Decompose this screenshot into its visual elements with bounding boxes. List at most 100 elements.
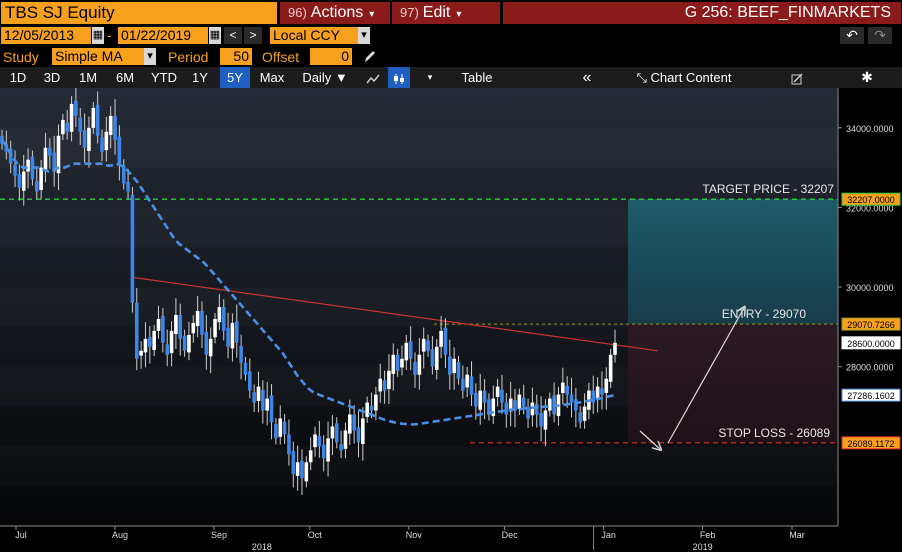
- period-button-3d[interactable]: 3D: [43, 70, 61, 85]
- candle-body: [500, 389, 504, 403]
- start-date-field[interactable]: 12/05/2013: [1, 27, 91, 44]
- candle-body: [126, 181, 130, 192]
- redo-button[interactable]: ↷: [868, 27, 892, 44]
- candle: [374, 386, 378, 421]
- price-chart[interactable]: TARGET PRICE - 32207 ENTRY - 29070 STOP LO…: [0, 85, 902, 552]
- next-range-button[interactable]: >: [244, 27, 262, 44]
- candle: [608, 348, 613, 388]
- candle: [21, 154, 26, 206]
- candle-body: [82, 130, 87, 148]
- undo-button[interactable]: ↶: [840, 27, 864, 44]
- candle-body: [478, 390, 483, 410]
- candle: [382, 370, 387, 404]
- title-row: TBS SJ Equity 96) Actions ▾ 97) Edit ▾ G 256…: [0, 0, 902, 26]
- candle-body: [443, 327, 448, 355]
- candle: [8, 140, 13, 174]
- period-button-max[interactable]: Max: [259, 70, 285, 85]
- pencil-icon[interactable]: [362, 48, 378, 65]
- candle-body: [343, 430, 348, 449]
- candle-body: [130, 194, 135, 304]
- candle: [69, 96, 74, 142]
- candle-body: [374, 394, 378, 411]
- currency-field[interactable]: Local CCY: [270, 27, 358, 44]
- candle: [34, 168, 39, 200]
- candle-body: [574, 399, 578, 411]
- candle-body: [300, 460, 304, 479]
- candle-body: [226, 327, 230, 347]
- candle-body: [269, 395, 274, 423]
- chart-type-chevron-icon[interactable]: ▾: [427, 72, 433, 82]
- candle-body: [252, 392, 256, 403]
- price-label-stop: 26089.1172: [841, 436, 901, 450]
- chart-content-button[interactable]: ⤡ Chart Content: [624, 67, 744, 88]
- end-date-field[interactable]: 01/22/2019: [118, 27, 208, 44]
- chevron-down-icon[interactable]: ▾: [358, 27, 370, 44]
- candle: [182, 329, 187, 357]
- period-button-5y[interactable]: 5Y: [220, 67, 250, 88]
- candle-body: [287, 434, 291, 455]
- table-button[interactable]: Table: [461, 70, 493, 85]
- period-button-1d[interactable]: 1D: [9, 70, 27, 85]
- period-button-1y[interactable]: 1Y: [192, 70, 208, 85]
- gear-icon[interactable]: ✱: [861, 69, 873, 85]
- candle: [578, 406, 583, 429]
- candle: [547, 392, 552, 417]
- collapse-button[interactable]: «: [582, 69, 592, 86]
- candle: [234, 304, 239, 358]
- calendar-icon[interactable]: ▦: [92, 27, 104, 44]
- candle: [595, 377, 600, 413]
- candle: [195, 296, 200, 338]
- candle-body: [308, 450, 313, 463]
- candle: [561, 367, 565, 405]
- candle-body: [21, 171, 26, 191]
- price-label-box: [841, 436, 901, 450]
- actions-menu-button[interactable]: 96) Actions ▾: [280, 2, 390, 24]
- candle-body: [87, 127, 91, 151]
- ticker-field[interactable]: TBS SJ Equity: [1, 2, 277, 24]
- candle-body: [17, 174, 22, 188]
- frequency-dropdown[interactable]: Daily ▼: [302, 70, 348, 85]
- candle-body: [65, 123, 70, 132]
- candle-body: [152, 330, 156, 351]
- candle-body: [326, 438, 330, 462]
- candle: [613, 329, 617, 363]
- candle: [56, 124, 61, 190]
- candle-body: [0, 135, 4, 144]
- candle-body: [91, 107, 96, 128]
- candle-body: [265, 398, 269, 411]
- calendar-icon[interactable]: ▦: [209, 27, 221, 44]
- candle-body: [74, 100, 78, 116]
- study-field[interactable]: Simple MA: [52, 48, 144, 65]
- candlestick-icon[interactable]: [388, 67, 410, 88]
- candle-body: [48, 147, 52, 156]
- chevron-down-icon: ▾: [369, 9, 375, 20]
- chart-canvas[interactable]: TARGET PRICE - 32207 ENTRY - 29070 STOP LO…: [0, 85, 902, 552]
- candle: [65, 109, 70, 140]
- candle: [95, 91, 100, 144]
- candle-body: [317, 436, 322, 447]
- line-chart-icon[interactable]: [362, 67, 384, 88]
- candle: [139, 341, 143, 369]
- period-button-1m[interactable]: 1M: [78, 70, 98, 85]
- price-label-last: 28600.0000: [841, 336, 901, 350]
- target-price-label: TARGET PRICE - 32207: [702, 182, 834, 196]
- edit-chart-icon[interactable]: [786, 67, 808, 88]
- chevron-down-icon[interactable]: ▾: [144, 48, 156, 65]
- candle: [39, 159, 43, 200]
- period-button-6m[interactable]: 6M: [115, 70, 135, 85]
- offset-field[interactable]: 0: [310, 48, 352, 65]
- period-button-ytd[interactable]: YTD: [151, 70, 177, 85]
- candle: [169, 321, 174, 367]
- prev-range-button[interactable]: <: [224, 27, 242, 44]
- candle-body: [213, 318, 217, 338]
- price-label-box: [841, 192, 901, 206]
- candle-body: [217, 307, 222, 323]
- candle: [100, 129, 104, 162]
- candle-body: [421, 338, 426, 352]
- candle-body: [561, 382, 565, 394]
- price-label-box: [841, 388, 901, 402]
- period-field[interactable]: 50: [220, 48, 252, 65]
- edit-menu-button[interactable]: 97) Edit ▾: [392, 2, 500, 24]
- candle-body: [404, 342, 409, 361]
- candle-body: [161, 315, 165, 343]
